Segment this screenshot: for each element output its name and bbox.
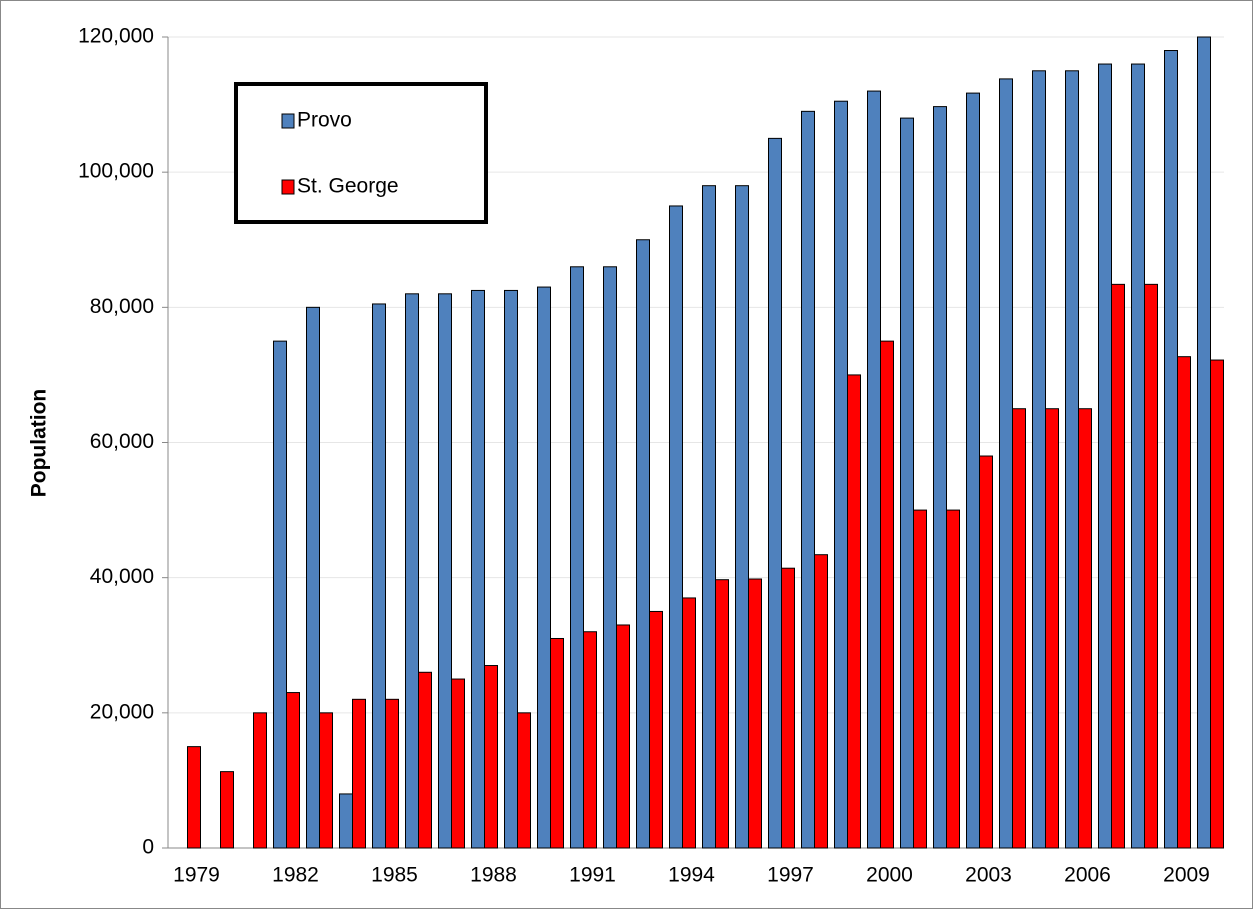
bar [649,610,663,849]
y-tick-label: 60,000 [90,430,154,453]
bar [715,579,729,849]
bar [1065,70,1079,849]
bar [1131,63,1145,849]
bar [372,303,386,849]
y-tick-label: 100,000 [78,160,154,183]
x-tick-label: 1979 [173,864,220,887]
bar [801,110,815,849]
bar [319,712,333,849]
bar [306,306,320,849]
bar [1111,283,1125,849]
bar [1045,408,1059,849]
x-tick-label: 1991 [569,864,616,887]
bar [1177,356,1191,849]
legend-label: St. George [297,175,399,198]
legend-swatch [281,113,295,129]
bar [702,185,716,849]
bar [405,293,419,849]
x-tick-label: 1997 [767,864,814,887]
bar [946,509,960,849]
x-tick-label: 2009 [1163,864,1210,887]
bar [1098,63,1112,849]
x-tick-label: 2006 [1064,864,1111,887]
bar [1032,70,1046,849]
x-tick-label: 1994 [668,864,715,887]
bar [1012,408,1026,849]
bar [550,637,564,849]
bar [669,205,683,849]
bar [1078,408,1092,849]
legend-swatch [281,179,295,195]
bar [966,92,980,849]
bar [1144,283,1158,849]
bar [867,90,881,849]
bar [418,671,432,849]
y-axis-label: Population [28,389,51,498]
bar [735,185,749,849]
bar [636,239,650,849]
bar [880,340,894,849]
x-tick-label: 2003 [965,864,1012,887]
bar [834,100,848,849]
y-tick-label: 120,000 [78,25,154,48]
bar [682,597,696,849]
bar [814,554,828,849]
bar [748,578,762,849]
bar [900,117,914,849]
bar [438,293,452,849]
x-tick-label: 1988 [470,864,517,887]
bar [1197,36,1211,849]
bar [999,78,1013,849]
legend-items: Provo St. George [281,109,399,198]
bar [273,340,287,849]
bar [537,286,551,849]
bar [979,455,993,849]
bar [933,106,947,849]
bar [471,289,485,849]
bar [253,712,267,849]
bar [768,137,782,849]
x-tick-label: 2000 [866,864,913,887]
bar [451,678,465,849]
bar [847,374,861,849]
y-tick-label: 20,000 [90,700,154,723]
bar [517,712,531,849]
y-tick-label: 80,000 [90,295,154,318]
legend-label: Provo [297,109,352,132]
legend [234,82,488,224]
bar [603,266,617,849]
bar [570,266,584,849]
bar [504,289,518,849]
y-tick-label: 0 [142,836,154,859]
bar [385,698,399,849]
bar [1210,359,1224,849]
bar [220,771,234,849]
bar [484,665,498,849]
plot-area: 0 20,000 40,000 60,000 80,000 100,000 120,000 1… [78,25,1224,887]
bar [187,746,201,849]
bar [616,624,630,849]
x-tick-label: 1982 [272,864,319,887]
bar [583,631,597,849]
bar [286,692,300,849]
bar [781,567,795,849]
x-tick-label: 1985 [371,864,418,887]
bar [913,509,927,849]
bar [352,698,366,849]
y-tick-label: 40,000 [90,565,154,588]
bar [1164,50,1178,849]
bar [339,793,353,849]
